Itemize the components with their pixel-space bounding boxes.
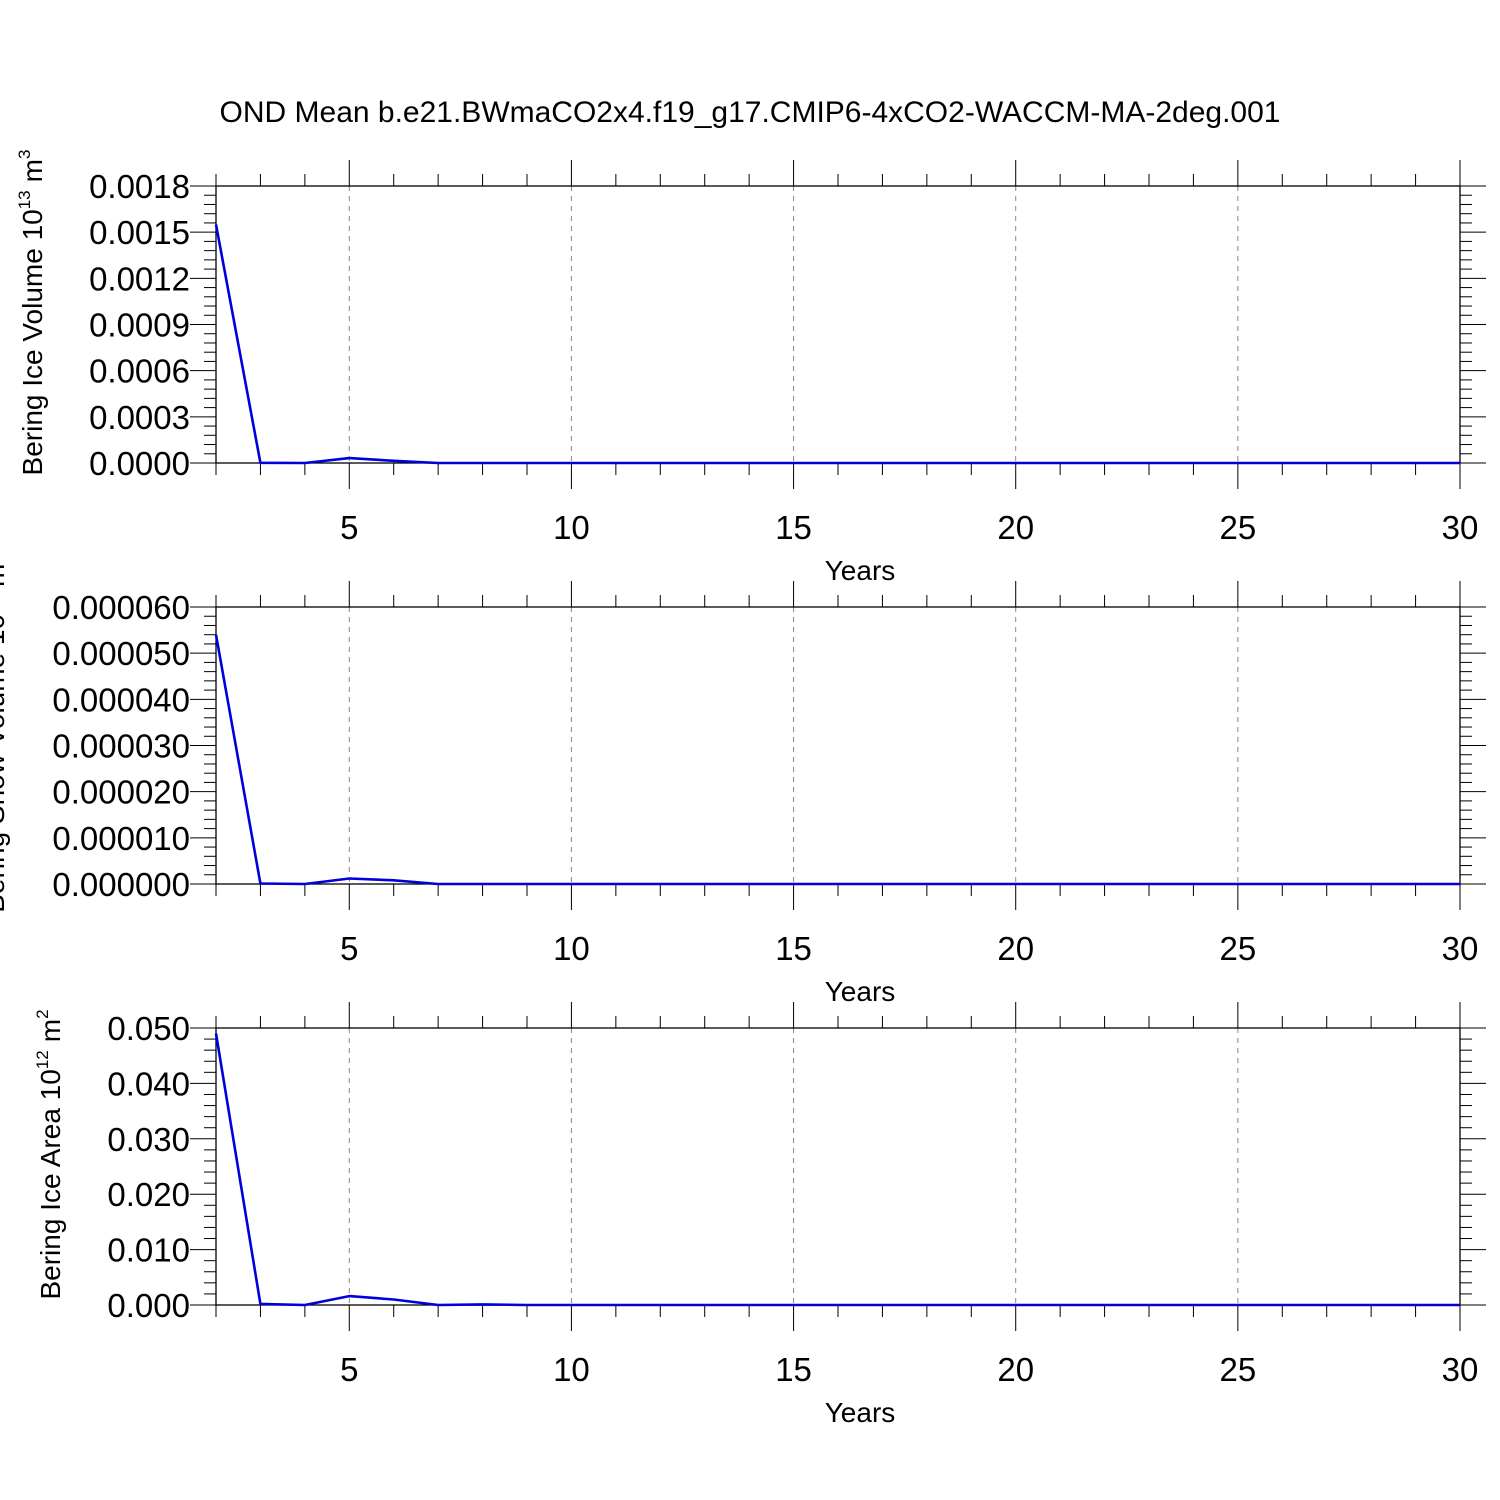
y-tick-label: 0.040 xyxy=(107,1065,190,1102)
y-axis-title-base: Bering Snow Volume 10 xyxy=(0,614,10,913)
x-tick-label: 5 xyxy=(340,1351,358,1388)
y-tick-label: 0.0009 xyxy=(89,307,190,344)
y-tick-label: 0.000060 xyxy=(52,589,190,626)
y-tick-label: 0.0003 xyxy=(89,399,190,436)
figure-title: OND Mean b.e21.BWmaCO2x4.f19_g17.CMIP6-4… xyxy=(220,96,1281,129)
x-tick-label: 15 xyxy=(775,1351,812,1388)
x-tick-label: 5 xyxy=(340,509,358,546)
x-tick-label: 15 xyxy=(775,509,812,546)
x-tick-label: 10 xyxy=(553,930,590,967)
y-tick-label: 0.0012 xyxy=(89,260,190,297)
x-tick-label: 10 xyxy=(553,509,590,546)
y-tick-label: 0.000010 xyxy=(52,820,190,857)
y-axis-title: Bering Snow Volume 1013m3 xyxy=(0,554,10,913)
y-tick-label: 0.0006 xyxy=(89,353,190,390)
x-tick-label: 20 xyxy=(997,509,1034,546)
x-tick-label: 5 xyxy=(340,930,358,967)
x-tick-label: 25 xyxy=(1219,930,1256,967)
x-axis-title: Years xyxy=(825,1397,896,1428)
y-tick-label: 0.000 xyxy=(107,1287,190,1324)
y-tick-label: 0.000050 xyxy=(52,635,190,672)
y-axis-title-exponent: 13 xyxy=(15,190,34,209)
x-tick-label: 30 xyxy=(1442,1351,1479,1388)
panel-2: 5 10 15 20 25 30 0.000000 0.000010 0.000020 0.000… xyxy=(0,554,1486,1007)
y-axis-title: Bering Ice Area 1012 m2 xyxy=(33,1009,66,1299)
y-axis-title-exponent: 12 xyxy=(33,1050,52,1069)
series-line xyxy=(214,1033,1460,1307)
x-tick-label: 20 xyxy=(997,1351,1034,1388)
y-axis-title-unit-exponent: 2 xyxy=(33,1009,52,1018)
y-axis-title-unit: m xyxy=(17,159,48,182)
y-tick-label: 0.000000 xyxy=(52,866,190,903)
x-axis-title: Years xyxy=(825,555,896,586)
y-tick-label: 0.0000 xyxy=(89,445,190,482)
y-axis-title-base: Bering Ice Area 10 xyxy=(35,1069,66,1299)
y-tick-label: 0.030 xyxy=(107,1121,190,1158)
x-tick-label: 30 xyxy=(1442,930,1479,967)
x-tick-label: 25 xyxy=(1219,509,1256,546)
x-axis-title: Years xyxy=(825,976,896,1007)
panels: 5 10 15 20 25 300.00000.00030.00060.00090.001… xyxy=(0,150,1486,1428)
panel-3: 5 10 15 20 25 30 0.000 0.010 0.020 0.030 0.040 0.05… xyxy=(33,1002,1486,1428)
series-line xyxy=(214,224,1460,465)
y-tick-label: 0.000040 xyxy=(52,681,190,718)
x-tick-label: 30 xyxy=(1442,509,1479,546)
x-tick-label: 10 xyxy=(553,1351,590,1388)
x-tick-label: 15 xyxy=(775,930,812,967)
x-tick-label: 25 xyxy=(1219,1351,1256,1388)
y-axis-title-unit-exponent: 3 xyxy=(15,150,34,159)
y-axis-title: Bering Ice Volume 1013 m3 xyxy=(15,150,48,476)
y-tick-label: 0.000020 xyxy=(52,774,190,811)
series-line xyxy=(214,634,1460,886)
y-tick-label: 0.0018 xyxy=(89,168,190,205)
panel-1: 5 10 15 20 25 30 0.0000 0.0003 0.0006 0.0009 0.001… xyxy=(15,150,1486,586)
x-tick-label: 20 xyxy=(997,930,1034,967)
y-tick-label: 0.020 xyxy=(107,1176,190,1213)
y-axis-title-base: Bering Ice Volume 10 xyxy=(17,209,48,475)
y-tick-label: 0.000030 xyxy=(52,728,190,765)
y-axis-title-unit: m xyxy=(35,1019,66,1042)
y-axis-title-unit: m xyxy=(0,564,10,587)
y-tick-label: 0.050 xyxy=(107,1010,190,1047)
y-tick-label: 0.010 xyxy=(107,1232,190,1269)
y-tick-label: 0.0015 xyxy=(89,214,190,251)
